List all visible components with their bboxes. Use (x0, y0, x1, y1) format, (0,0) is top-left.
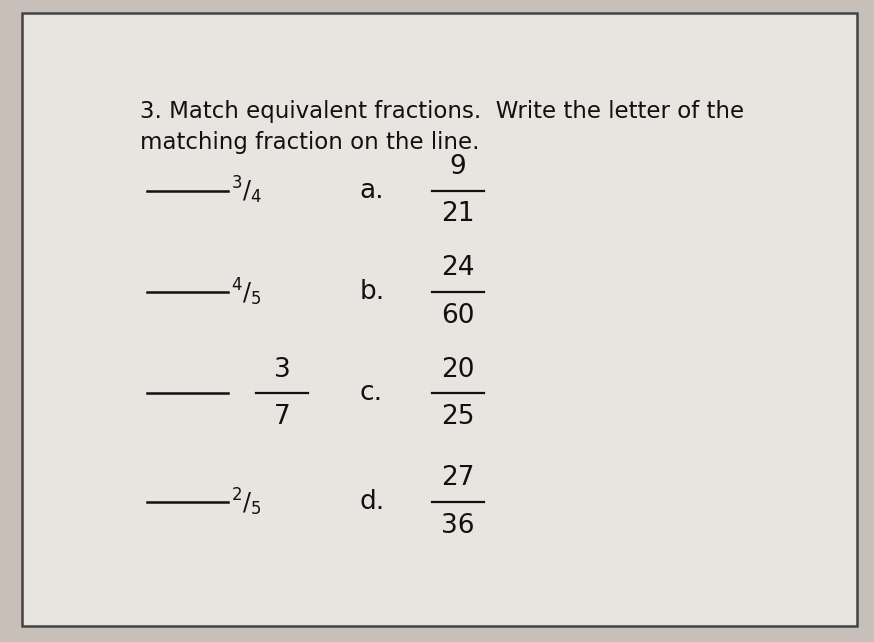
Text: 24: 24 (441, 256, 475, 281)
Text: 60: 60 (441, 303, 475, 329)
Text: 7: 7 (274, 404, 290, 430)
Text: a.: a. (360, 178, 385, 204)
Text: 36: 36 (441, 513, 475, 539)
Text: $^{2}$/$_{5}$: $^{2}$/$_{5}$ (231, 487, 262, 518)
Text: d.: d. (360, 489, 385, 515)
Text: $^{3}$/$_{4}$: $^{3}$/$_{4}$ (231, 175, 262, 207)
Text: 21: 21 (441, 202, 475, 227)
Text: 25: 25 (441, 404, 475, 430)
Text: 3: 3 (274, 357, 290, 383)
Text: b.: b. (360, 279, 385, 305)
Text: matching fraction on the line.: matching fraction on the line. (140, 131, 479, 154)
Text: 27: 27 (441, 465, 475, 491)
Text: $^{4}$/$_{5}$: $^{4}$/$_{5}$ (231, 276, 262, 308)
Text: 20: 20 (441, 357, 475, 383)
Text: c.: c. (360, 381, 383, 406)
Text: 9: 9 (450, 154, 467, 180)
Text: 3. Match equivalent fractions.  Write the letter of the: 3. Match equivalent fractions. Write the… (140, 100, 744, 123)
